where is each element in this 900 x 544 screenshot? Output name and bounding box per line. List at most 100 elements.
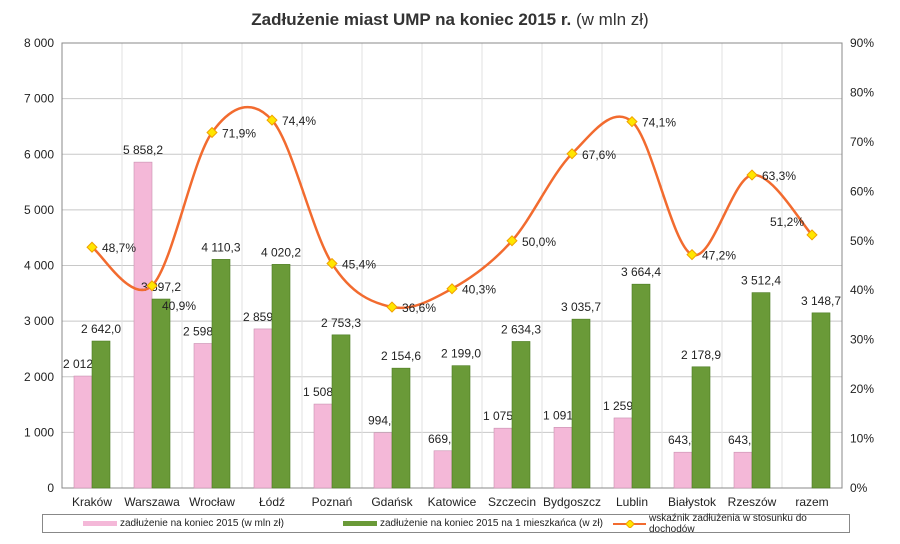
bar-debt — [553, 427, 573, 489]
ratio-label: 63,3% — [762, 169, 796, 183]
ratio-marker — [266, 114, 278, 126]
ratio-label: 45,4% — [342, 258, 376, 272]
bar-per-capita — [751, 292, 771, 489]
bar-debt — [673, 451, 693, 489]
data-label: 994,4 — [368, 414, 398, 428]
legend-item-debt: zadłużenie na koniec 2015 (w mln zł) — [83, 518, 284, 529]
legend-label: zadłużenie na koniec 2015 na 1 mieszkańc… — [380, 518, 603, 529]
ratio-label: 74,1% — [642, 116, 676, 130]
x-tick-label: Lublin — [616, 495, 648, 509]
legend: zadłużenie na koniec 2015 (w mln zł) zad… — [42, 513, 850, 535]
bar-per-capita — [211, 259, 231, 489]
y-left-tick-label: 8 000 — [24, 36, 54, 50]
x-tick-label: Łódź — [259, 495, 285, 509]
legend-label: wskaźnik zadłużenia w stosunku do dochod… — [648, 512, 807, 535]
data-label: 5 858,2 — [123, 143, 163, 157]
ratio-marker — [386, 301, 398, 313]
x-tick-label: Gdańsk — [371, 495, 413, 509]
x-tick-label: Wrocław — [189, 495, 235, 509]
ratio-label: 74,4% — [282, 114, 316, 128]
bar-per-capita — [811, 312, 831, 489]
ratio-marker — [806, 229, 818, 241]
ratio-label: 48,7% — [102, 241, 136, 255]
y-left-tick-label: 4 000 — [24, 259, 54, 273]
legend-swatch — [343, 521, 377, 526]
y-left-tick-label: 3 000 — [24, 314, 54, 328]
data-label: 2 199,0 — [441, 347, 481, 361]
bar-debt — [73, 375, 93, 489]
bar-debt — [253, 328, 273, 489]
y-right-tick-label: 40% — [850, 283, 874, 297]
data-label: 3 397,2 — [141, 280, 181, 294]
ratio-label: 71,9% — [222, 126, 256, 140]
data-label: 4 020,2 — [261, 245, 301, 259]
ratio-marker — [746, 169, 758, 181]
bar-debt — [433, 450, 453, 489]
legend-item-ratio: wskaźnik zadłużenia w stosunku do dochod… — [613, 513, 849, 535]
bar-per-capita — [331, 334, 351, 489]
legend-item-per-capita: zadłużenie na koniec 2015 na 1 mieszkańc… — [343, 518, 603, 529]
x-tick-label: Warszawa — [124, 495, 180, 509]
legend-swatch — [83, 521, 117, 526]
x-tick-label: Szczecin — [488, 495, 536, 509]
bar-per-capita — [391, 367, 411, 489]
x-tick-label: razem — [795, 495, 828, 509]
ratio-label: 51,2% — [770, 215, 804, 229]
bar-debt — [133, 161, 153, 489]
y-left-tick-label: 1 000 — [24, 425, 54, 439]
y-left-tick-label: 7 000 — [24, 92, 54, 106]
bar-per-capita — [511, 341, 531, 489]
data-label: 2 154,6 — [381, 349, 421, 363]
legend-label: zadłużenie na koniec 2015 (w mln zł) — [120, 518, 284, 529]
ratio-label: 40,9% — [162, 299, 196, 313]
y-right-tick-label: 80% — [850, 85, 874, 99]
data-label: 3 148,7 — [801, 294, 841, 308]
y-left-tick-label: 0 — [47, 481, 54, 495]
y-right-tick-label: 20% — [850, 382, 874, 396]
data-label: 4 110,3 — [201, 240, 240, 254]
ratio-label: 40,3% — [462, 283, 496, 297]
ratio-marker — [506, 235, 518, 247]
x-tick-label: Poznań — [312, 495, 353, 509]
y-left-tick-label: 5 000 — [24, 203, 54, 217]
bar-debt — [313, 403, 333, 489]
y-left-tick-label: 6 000 — [24, 147, 54, 161]
ratio-marker — [566, 148, 578, 160]
ratio-marker — [686, 248, 698, 261]
y-left-tick-label: 2 000 — [24, 370, 54, 384]
bar-debt — [373, 432, 393, 489]
data-label: 2 178,9 — [681, 348, 721, 362]
bar-per-capita — [151, 298, 171, 489]
x-tick-label: Katowice — [428, 495, 477, 509]
ratio-label: 67,6% — [582, 148, 616, 162]
legend-line-swatch — [613, 519, 646, 528]
bar-debt — [613, 417, 633, 489]
bar-debt — [733, 451, 753, 489]
bar-per-capita — [691, 366, 711, 489]
bar-per-capita — [571, 318, 591, 489]
x-tick-label: Bydgoszcz — [543, 495, 601, 509]
ratio-marker — [146, 280, 158, 292]
data-label: 2 634,3 — [501, 322, 541, 336]
bar-per-capita — [451, 365, 471, 489]
data-label: 2 753,3 — [321, 316, 361, 330]
ratio-label: 47,2% — [702, 249, 736, 263]
x-tick-label: Białystok — [668, 495, 717, 509]
bar-debt — [493, 427, 513, 489]
data-label: 3 035,7 — [561, 300, 601, 314]
bar-per-capita — [271, 264, 291, 489]
data-label: 3 664,4 — [621, 265, 661, 279]
chart-title: Zadłużenie miast UMP na koniec 2015 r. (… — [251, 10, 649, 29]
ratio-marker — [206, 126, 218, 139]
ratio-marker — [86, 241, 98, 253]
ratio-marker — [326, 257, 338, 270]
data-label: 3 512,4 — [741, 274, 781, 288]
y-right-tick-label: 50% — [850, 234, 874, 248]
bar-debt — [193, 343, 213, 489]
ratio-label: 36,6% — [402, 301, 436, 315]
bar-per-capita — [91, 340, 111, 489]
x-tick-label: Kraków — [72, 495, 112, 509]
ratio-line — [91, 105, 813, 310]
